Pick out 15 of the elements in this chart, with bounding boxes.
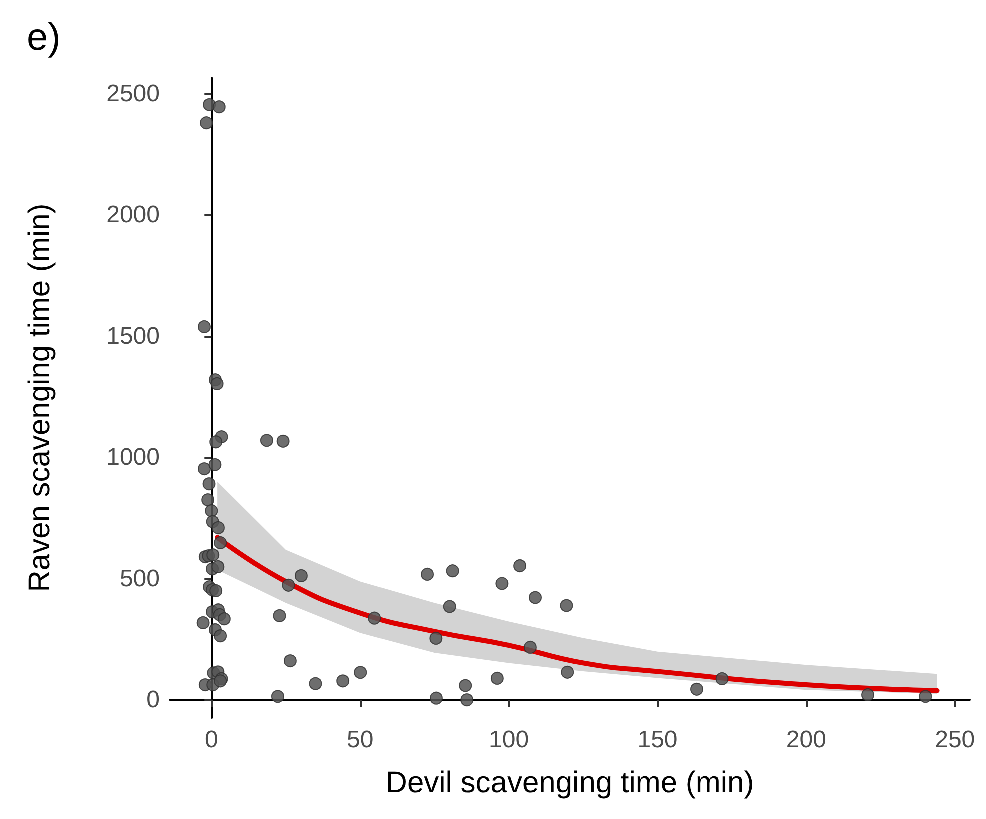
y-tick-label: 1500 — [106, 322, 160, 350]
y-tick-label: 2500 — [106, 80, 160, 108]
y-tick-label: 1000 — [106, 444, 160, 472]
x-tick-label: 250 — [935, 726, 976, 754]
chart-title: e) — [27, 17, 61, 59]
x-tick-label: 0 — [204, 726, 218, 754]
x-tick-label: 100 — [489, 726, 530, 754]
x-tick-label: 50 — [346, 726, 374, 754]
y-tick-label: 0 — [146, 686, 160, 714]
x-tick-label: 200 — [786, 726, 826, 754]
x-axis-title: Devil scavenging time (min) — [386, 766, 754, 800]
y-tick-label: 500 — [120, 565, 160, 592]
x-tick-label: 150 — [638, 726, 678, 754]
y-tick-label: 2000 — [106, 202, 160, 229]
y-axis-title: Raven scavenging time (min) — [24, 204, 56, 592]
